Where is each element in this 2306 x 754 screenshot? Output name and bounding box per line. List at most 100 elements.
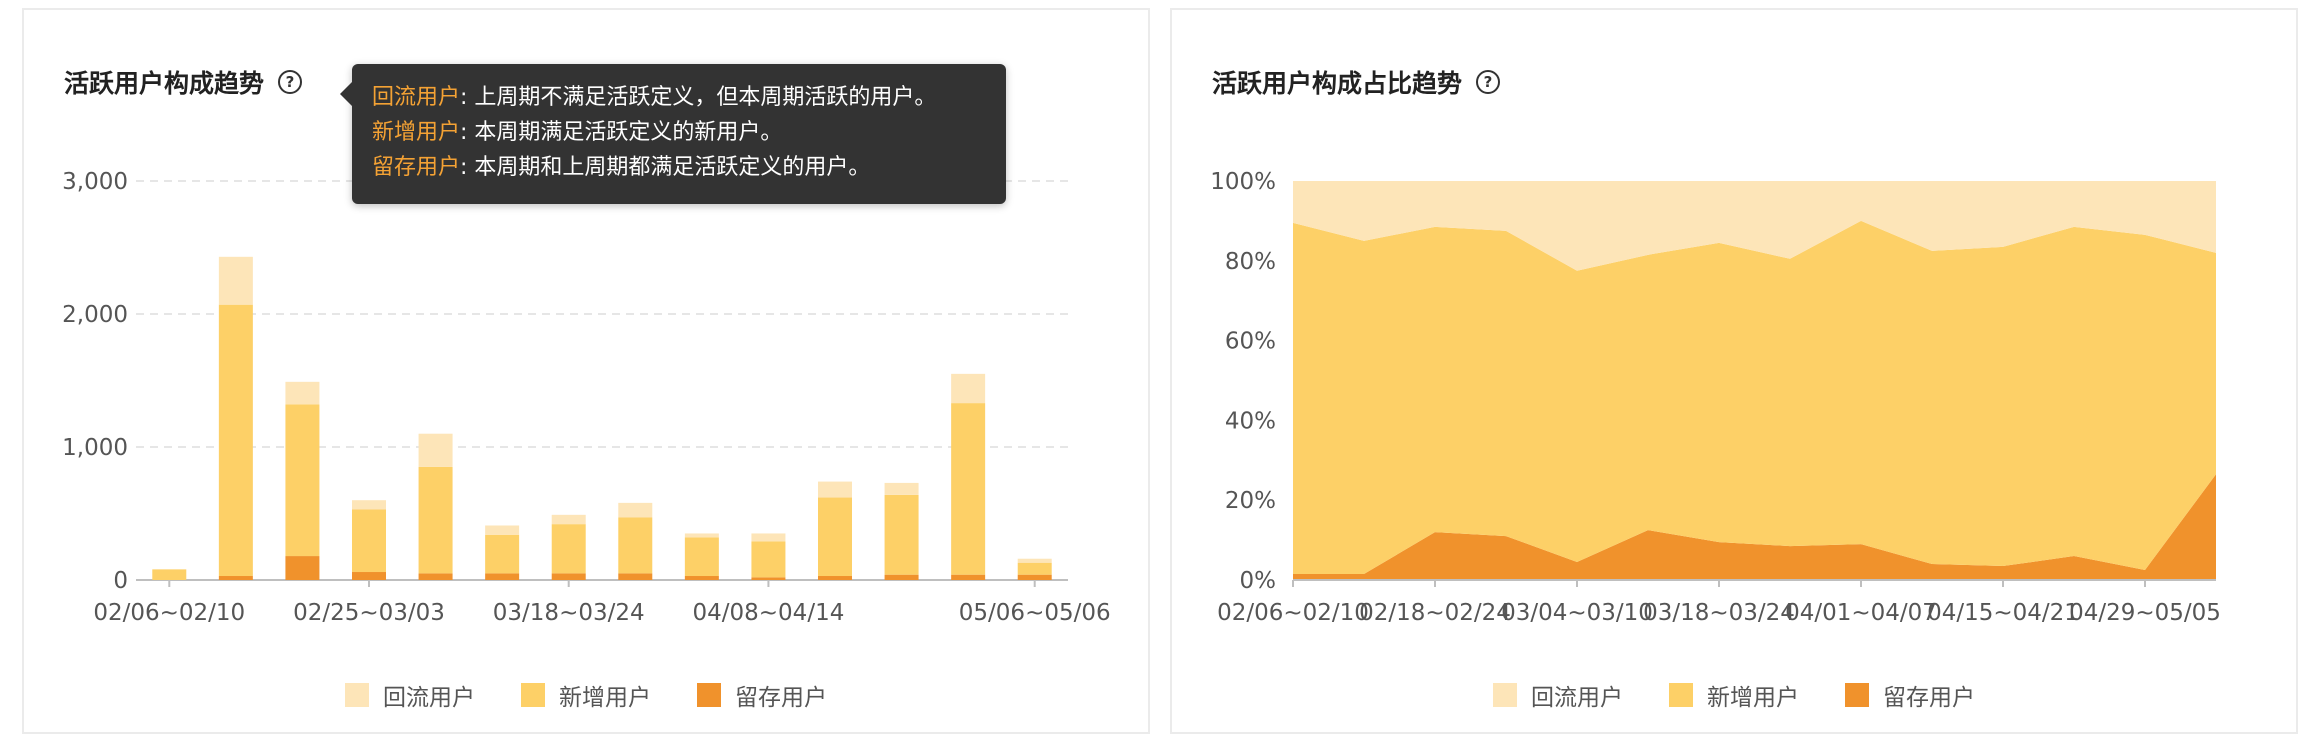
left-chart-title-row: 活跃用户构成趋势 ? (64, 64, 303, 100)
y-tick-label: 1,000 (62, 435, 128, 461)
bar-segment (751, 541, 786, 578)
y-tick-label: 80% (1225, 249, 1276, 275)
help-icon[interactable]: ? (1476, 70, 1501, 94)
stacked-area-chart: 0% 20% 40% 60% 80% 100% 02/06~02/1002/18~02/24… (1210, 169, 2221, 626)
bar-segment (485, 525, 520, 535)
bar-segment (218, 256, 253, 305)
tooltip-row-new: 新增用户: 本周期满足活跃定义的新用户。 (372, 115, 1006, 150)
bar-segment (551, 573, 586, 580)
help-icon[interactable]: ? (278, 70, 303, 94)
y-tick-label: 3,000 (62, 169, 128, 195)
y-tick-label: 60% (1225, 329, 1276, 355)
tooltip-text: : 本周期和上周期都满足活跃定义的用户。 (460, 155, 871, 180)
x-tick-label: 02/18~02/24 (1359, 600, 1511, 626)
y-tick-label: 40% (1225, 408, 1276, 434)
tooltip-key: 新增用户 (372, 120, 461, 145)
legend-swatch-returning (345, 683, 369, 707)
legend-item-retained[interactable]: 留存用户 (1845, 678, 1975, 712)
tooltip-row-retained: 留存用户: 本周期和上周期都满足活跃定义的用户。 (372, 150, 1006, 185)
legend-label: 新增用户 (1707, 685, 1799, 711)
legend-item-returning[interactable]: 回流用户 (1493, 678, 1623, 712)
tooltip-row-returning: 回流用户: 上周期不满足活跃定义，但本周期活跃的用户。 (372, 80, 1006, 115)
x-tick-label: 04/15~04/21 (1927, 600, 2079, 626)
legend-label: 新增用户 (559, 685, 651, 711)
bar-segment (951, 373, 986, 404)
area-series (1293, 181, 2216, 271)
left-chart-title: 活跃用户构成趋势 (64, 69, 265, 98)
legend-label: 回流用户 (1531, 685, 1623, 711)
bar-segment (285, 381, 320, 405)
legend-item-returning[interactable]: 回流用户 (345, 678, 475, 712)
bar-segment (218, 576, 253, 580)
bar-segment (551, 524, 586, 574)
x-tick-label: 03/18~03/24 (1643, 600, 1795, 626)
bar-segment (418, 433, 453, 467)
composition-ratio-trend-card: 0% 20% 40% 60% 80% 100% 02/06~02/10 02/18~02/24… (1170, 8, 2298, 734)
legend-item-retained[interactable]: 留存用户 (697, 678, 827, 712)
legend-swatch-new (521, 683, 545, 707)
bar-segment (818, 481, 852, 498)
right-chart-title-row: 活跃用户构成占比趋势 ? (1212, 64, 1501, 100)
bar-segment (418, 573, 453, 580)
legend-item-new[interactable]: 新增用户 (1669, 678, 1799, 712)
right-chart-title: 活跃用户构成占比趋势 (1212, 69, 1463, 98)
x-tick-label: 02/25~03/03 (293, 600, 445, 626)
y-tick-label: 20% (1225, 488, 1276, 514)
bar-segment (618, 573, 653, 580)
bar-segment (884, 574, 919, 580)
tooltip-key: 留存用户 (372, 155, 461, 180)
legend-label: 留存用户 (735, 685, 827, 711)
bar-segment (485, 534, 520, 574)
x-tick-label: 04/01~04/07 (1785, 600, 1937, 626)
x-tick-label: 02/06~02/10 (1217, 600, 1369, 626)
y-tick-label: 100% (1210, 169, 1276, 195)
bar-segment (352, 572, 386, 580)
x-tick-label: 03/04~03/10 (1501, 600, 1653, 626)
area-series (1293, 474, 2216, 580)
bar-segment (352, 509, 386, 573)
legend-swatch-new (1669, 683, 1693, 707)
x-tick-label: 04/08~04/14 (693, 600, 845, 626)
bar-segment (1017, 562, 1052, 575)
bar-segment (684, 576, 719, 580)
x-tick-label: 05/06~05/06 (959, 600, 1111, 626)
x-tick-label: 03/18~03/24 (493, 600, 645, 626)
legend-label: 回流用户 (383, 685, 475, 711)
legend-label: 留存用户 (1883, 685, 1975, 711)
area-series (1293, 220, 2216, 575)
bar-segment (684, 537, 719, 577)
bar-segment (751, 577, 786, 580)
bar-segment (884, 494, 919, 575)
legend-swatch-retained (697, 683, 721, 707)
y-tick-label: 0% (1240, 568, 1277, 594)
legend-swatch-returning (1493, 683, 1517, 707)
left-legend: 回流用户 新增用户 留存用户 (24, 678, 1148, 712)
legend-item-new[interactable]: 新增用户 (521, 678, 651, 712)
bar-segment (285, 404, 320, 557)
bar-segment (951, 574, 986, 580)
bar-segment (751, 533, 786, 542)
bar-segment (1017, 558, 1052, 563)
y-tick-label: 0 (113, 568, 128, 594)
bar-segment (818, 576, 852, 580)
bar-segment (485, 573, 520, 580)
stacked-bar-chart: 0 1,000 2,000 3,000 02/06~02/10 02/25~03/03 03… (62, 169, 1111, 626)
bar-segment (418, 466, 453, 574)
bar-segment (1017, 574, 1052, 580)
bar-segment (152, 569, 187, 580)
bar-segment (352, 500, 386, 510)
definition-tooltip: 回流用户: 上周期不满足活跃定义，但本周期活跃的用户。 新增用户: 本周期满足活… (340, 64, 1006, 204)
bar-segment (951, 403, 986, 575)
legend-swatch-retained (1845, 683, 1869, 707)
bar-segment (618, 517, 653, 574)
bar-segment (884, 482, 919, 495)
bar-segment (551, 514, 586, 525)
tooltip-text: : 本周期满足活跃定义的新用户。 (460, 120, 783, 145)
x-tick-label: 04/29~05/05 (2069, 600, 2221, 626)
bar-segment (684, 533, 719, 538)
y-tick-label: 2,000 (62, 302, 128, 328)
tooltip-key: 回流用户 (372, 85, 461, 110)
x-tick-label: 02/06~02/10 (93, 600, 245, 626)
bar-segment (618, 502, 653, 518)
bar-segment (818, 497, 852, 577)
